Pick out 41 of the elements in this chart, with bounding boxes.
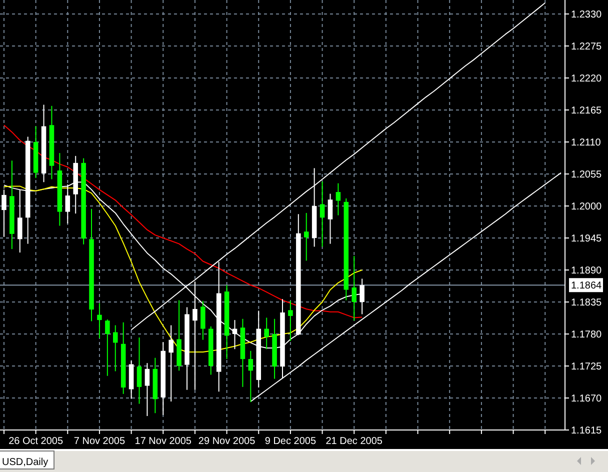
candlestick [264, 317, 269, 350]
candlestick [352, 256, 357, 322]
x-tick-label: 26 Oct 2005 [8, 436, 64, 447]
candlestick [248, 350, 254, 403]
y-tick-label: 1.2330 [571, 9, 602, 20]
candlestick [97, 302, 102, 339]
ref-line-label: 1.1864 [571, 280, 602, 292]
candlestick [328, 193, 333, 244]
y-tick-label: 1.1835 [571, 297, 602, 308]
x-tick-label: 17 Nov 2005 [134, 436, 192, 447]
x-tick-label: 7 Nov 2005 [74, 436, 126, 447]
candlestick [113, 324, 118, 372]
x-tick-label: 9 Dec 2005 [264, 436, 316, 447]
y-tick-label: 1.2055 [571, 169, 602, 180]
y-tick-label: 1.2275 [571, 41, 602, 52]
candlestick [136, 336, 142, 404]
candlestick [144, 362, 150, 417]
y-tick-label: 1.1945 [571, 233, 602, 244]
candlestick [2, 189, 6, 238]
candlestick [304, 212, 309, 262]
candlestick [168, 324, 174, 402]
text: USD,Daily [2, 457, 48, 468]
y-tick-label: 1.1670 [571, 393, 602, 404]
y-tick-label: 1.2000 [571, 201, 602, 212]
candlestick [336, 182, 341, 216]
x-tick-label: 21 Dec 2005 [326, 436, 383, 447]
y-tick-label: 1.2220 [571, 73, 602, 84]
line-series [3, 124, 363, 318]
y-tick-label: 1.1890 [571, 265, 602, 276]
y-tick-label: 1.1725 [571, 361, 602, 372]
candlestick [288, 300, 293, 342]
line-series [250, 172, 562, 402]
candlestick [105, 318, 110, 376]
y-tick-label: 1.1615 [571, 426, 602, 436]
candlestick [200, 300, 206, 340]
y-tick-label: 1.1780 [571, 329, 602, 340]
candlestick [18, 189, 22, 254]
y-tick-label: 1.2165 [571, 105, 602, 116]
y-tick-label: 1.2110 [571, 137, 602, 148]
candlestick [320, 181, 325, 248]
x-tick-label: 29 Nov 2005 [198, 436, 256, 447]
